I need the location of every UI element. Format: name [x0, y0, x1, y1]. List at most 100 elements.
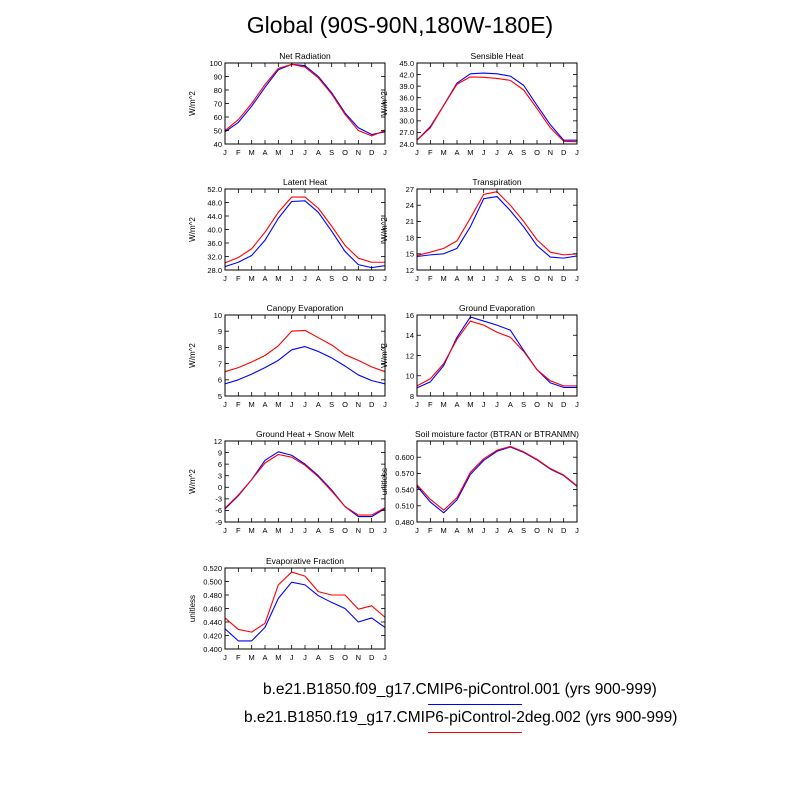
- x-tick-label: A: [454, 274, 459, 283]
- y-tick-label: 52.0: [207, 185, 222, 194]
- x-tick-label: M: [467, 148, 473, 157]
- x-tick-label: A: [262, 400, 267, 409]
- x-tick-label: J: [290, 526, 294, 535]
- y-tick-label: -9: [215, 518, 222, 527]
- x-tick-label: J: [575, 400, 579, 409]
- y-tick-label: 0.540: [395, 485, 414, 494]
- x-tick-label: J: [383, 526, 387, 535]
- y-tick-label: 14: [406, 331, 414, 340]
- y-tick-label: 50: [214, 126, 222, 135]
- x-tick-label: S: [521, 526, 526, 535]
- x-tick-label: N: [356, 526, 361, 535]
- panel-title: Latent Heat: [283, 177, 328, 187]
- x-tick-label: N: [356, 400, 361, 409]
- figure-title: Global (90S-90N,180W-180E): [246, 12, 554, 38]
- x-tick-label: J: [383, 148, 387, 157]
- x-tick-label: A: [262, 148, 267, 157]
- y-tick-label: 60: [214, 113, 222, 122]
- legend-line-series-1: [428, 704, 522, 705]
- x-tick-label: S: [329, 653, 334, 662]
- x-tick-label: J: [482, 274, 486, 283]
- y-tick-label: 27: [406, 185, 414, 194]
- x-tick-label: J: [290, 653, 294, 662]
- x-tick-label: J: [415, 148, 419, 157]
- x-tick-label: J: [290, 148, 294, 157]
- x-tick-label: O: [534, 526, 540, 535]
- x-tick-label: M: [275, 400, 281, 409]
- y-tick-label: 30.0: [399, 117, 414, 126]
- y-tick-label: 3: [218, 472, 222, 481]
- plot-frame: [224, 440, 386, 523]
- y-axis-label: W/m^2: [380, 343, 389, 368]
- x-tick-label: S: [521, 400, 526, 409]
- y-tick-label: 48.0: [207, 198, 222, 207]
- x-tick-label: N: [356, 148, 361, 157]
- y-tick-label: 39.0: [399, 82, 414, 91]
- legend-label-series-1: b.e21.B1850.f09_g17.CMIP6-piControl.001 …: [263, 681, 657, 698]
- series-line-2: [224, 196, 385, 264]
- y-axis-label: W/m^2: [380, 217, 389, 242]
- x-tick-label: J: [223, 653, 227, 662]
- x-tick-label: M: [275, 653, 281, 662]
- series-line-1: [224, 200, 386, 269]
- x-tick-label: J: [575, 526, 579, 535]
- y-tick-label: 12: [214, 437, 222, 446]
- y-axis-label: W/m^2: [380, 91, 389, 116]
- x-tick-label: J: [290, 400, 294, 409]
- y-tick-label: 70: [214, 99, 222, 108]
- x-tick-label: O: [342, 274, 348, 283]
- y-tick-label: 10: [214, 311, 222, 320]
- series-line-2: [416, 445, 578, 511]
- x-tick-label: S: [521, 148, 526, 157]
- y-tick-label: 18: [406, 233, 414, 242]
- y-axis-label: W/m^2: [188, 469, 197, 494]
- x-tick-label: J: [495, 526, 499, 535]
- y-tick-label: 0.400: [203, 645, 222, 654]
- x-tick-label: J: [415, 274, 419, 283]
- series-line-2: [224, 571, 386, 633]
- x-tick-label: A: [454, 526, 459, 535]
- x-tick-label: J: [223, 148, 227, 157]
- series-line-1: [416, 316, 577, 389]
- x-tick-label: A: [508, 526, 513, 535]
- x-tick-label: F: [428, 274, 433, 283]
- x-tick-label: J: [223, 274, 227, 283]
- y-tick-label: 0.510: [395, 502, 414, 511]
- x-tick-label: D: [561, 400, 567, 409]
- x-tick-label: D: [369, 148, 375, 157]
- x-tick-label: F: [236, 526, 241, 535]
- y-tick-label: 28.0: [207, 266, 222, 275]
- x-tick-label: M: [467, 274, 473, 283]
- y-tick-label: 0.520: [203, 564, 222, 573]
- x-tick-label: J: [223, 400, 227, 409]
- x-tick-label: A: [316, 526, 321, 535]
- series-line-2: [416, 191, 578, 256]
- x-tick-label: J: [303, 274, 307, 283]
- x-tick-label: J: [303, 400, 307, 409]
- y-tick-label: 24: [406, 201, 414, 210]
- plot-frame: [416, 62, 578, 145]
- series-line-1: [224, 63, 386, 136]
- x-tick-label: J: [290, 274, 294, 283]
- y-tick-label: 0.460: [203, 604, 222, 613]
- y-tick-label: 0.570: [395, 469, 414, 478]
- x-tick-label: A: [262, 526, 267, 535]
- x-tick-label: N: [356, 274, 361, 283]
- panel-8: Soil moisture factor (BTRAN or BTRANMN) J…: [380, 429, 579, 535]
- x-tick-label: D: [369, 274, 375, 283]
- x-tick-label: A: [262, 653, 267, 662]
- plot-frame: [416, 188, 578, 271]
- x-tick-label: M: [441, 400, 447, 409]
- y-tick-label: 0.600: [395, 453, 414, 462]
- x-tick-label: D: [561, 274, 567, 283]
- x-tick-label: S: [329, 148, 334, 157]
- y-tick-label: 0.440: [203, 618, 222, 627]
- y-tick-label: 0.480: [203, 591, 222, 600]
- x-tick-label: N: [548, 526, 553, 535]
- x-tick-label: J: [482, 148, 486, 157]
